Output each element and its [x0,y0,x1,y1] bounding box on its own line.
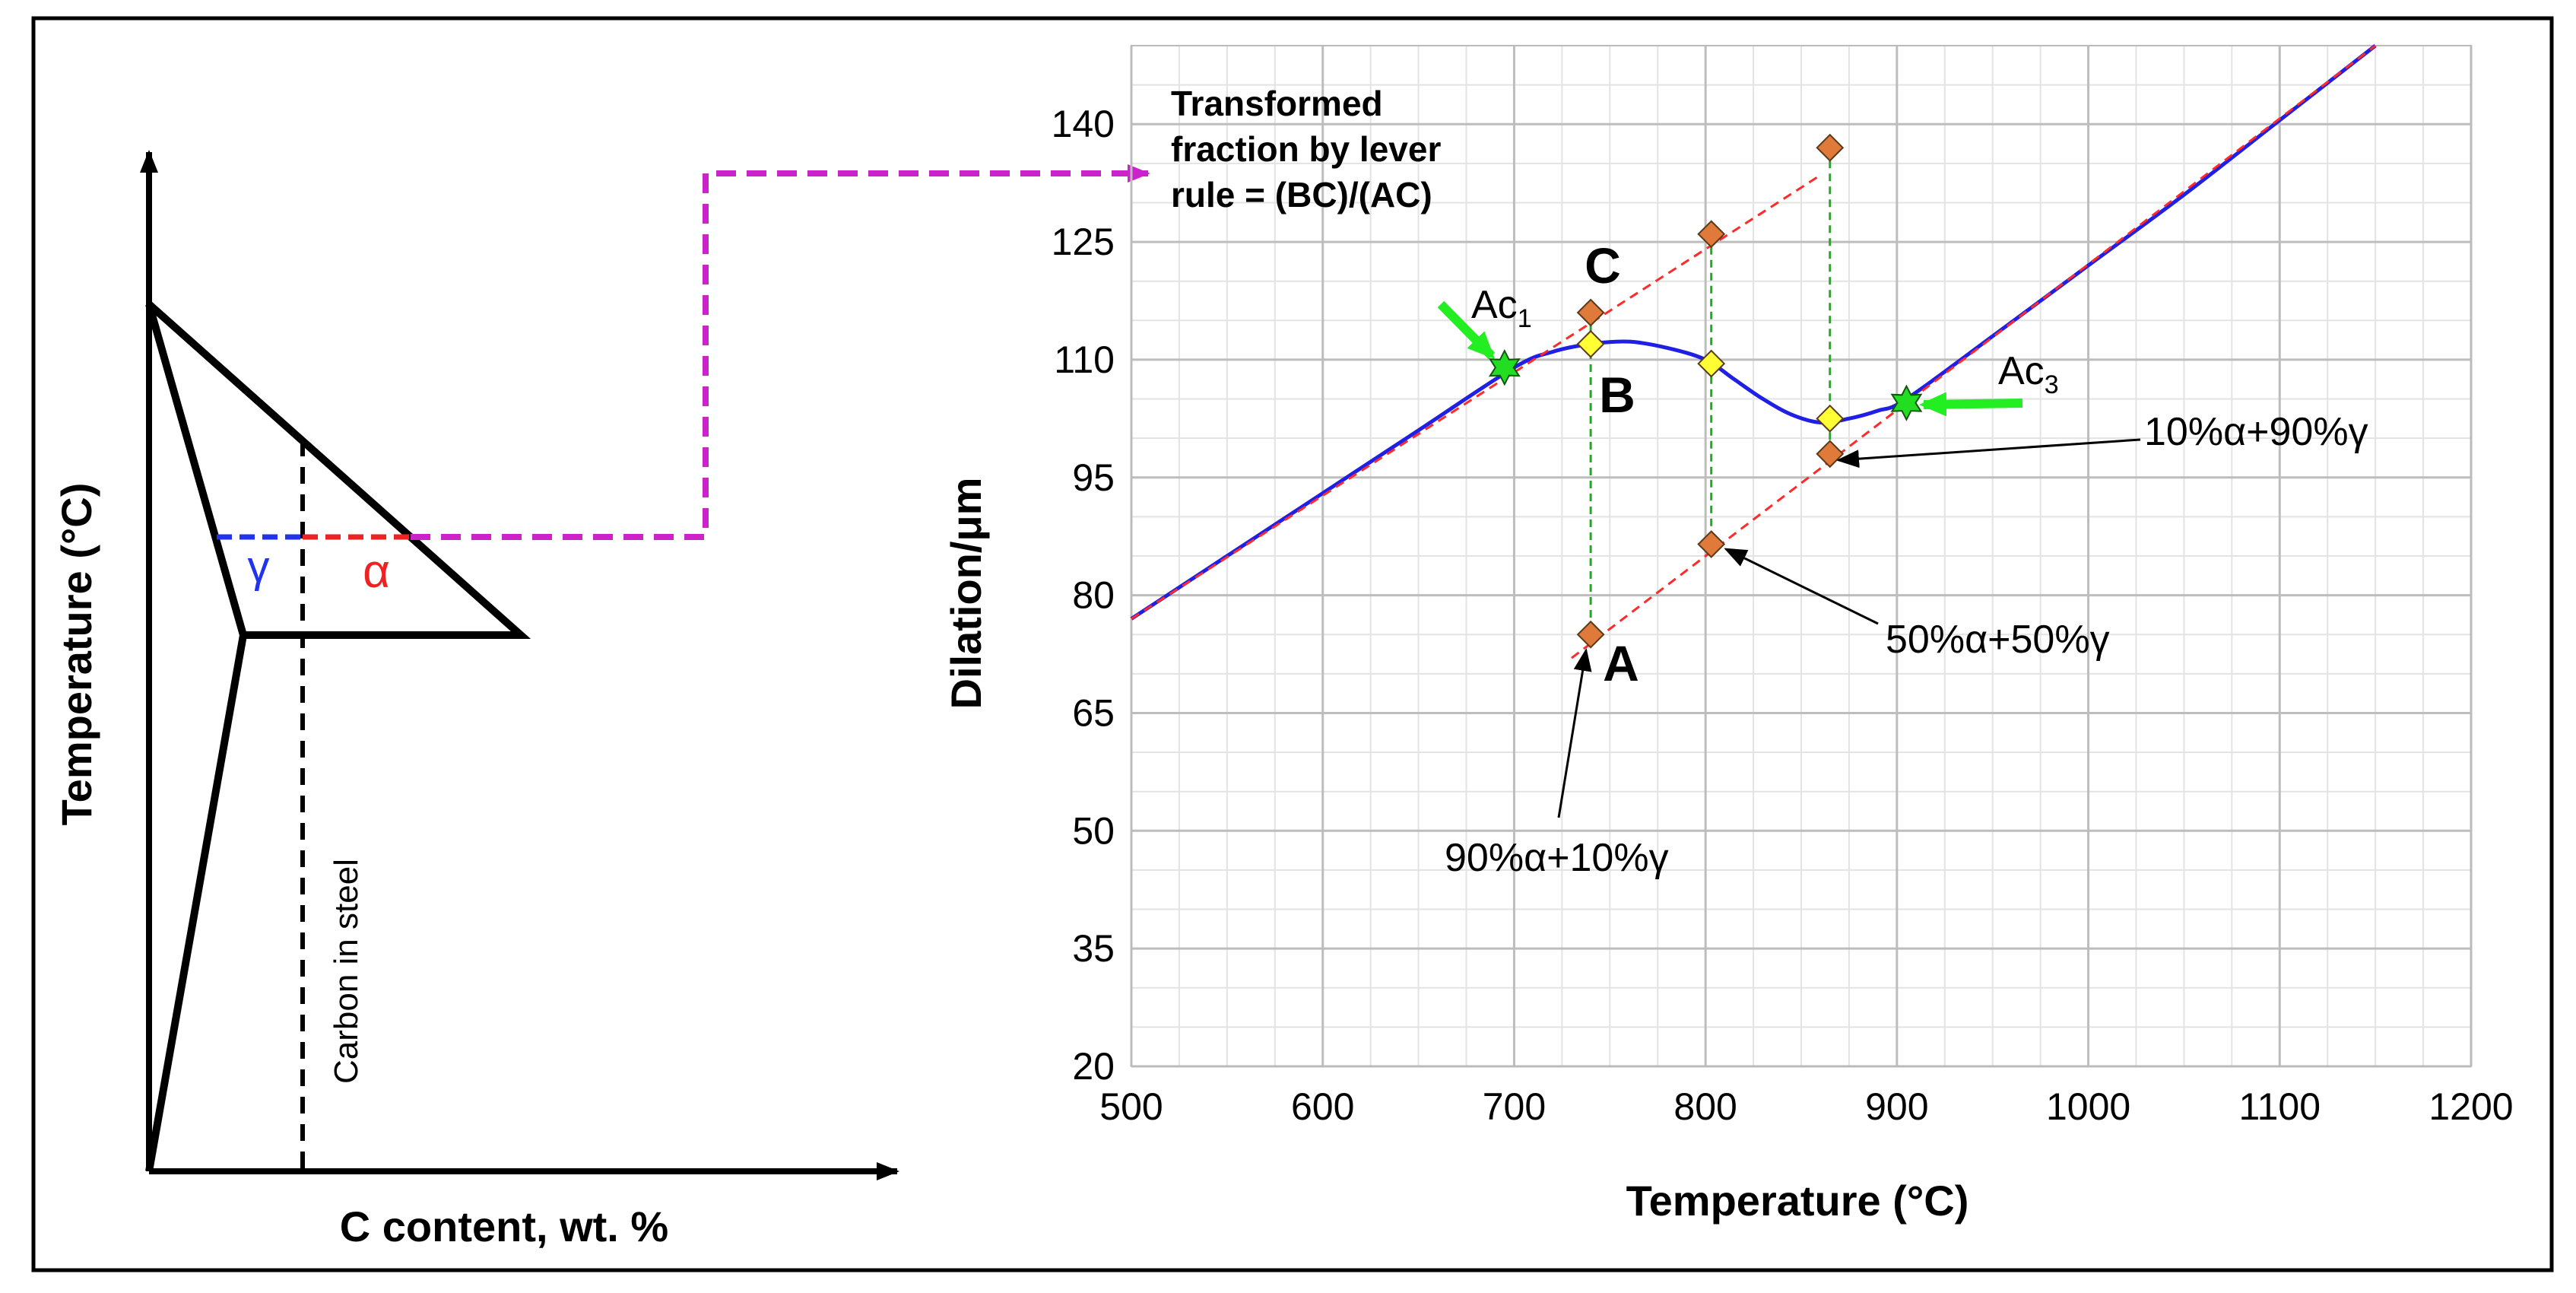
x-tick-label: 700 [1483,1085,1546,1128]
x-tick-label: 900 [1865,1085,1928,1128]
x-tick-label: 1100 [2239,1085,2321,1128]
gamma-upper-boundary [146,301,531,639]
dilation-curve [1130,44,2377,621]
figure-frame [31,16,2554,1272]
guide-lines [1589,148,1832,635]
lever-rule-line-1: Transformed [1171,84,1383,123]
gamma-label: γ [248,542,270,592]
plot-frame [1131,45,2472,1067]
y-tick-label: 125 [1052,221,1115,263]
chart-y-axis-label: Dilation/μm [942,478,990,710]
lever-rule-line-3: rule = (BC)/(AC) [1171,175,1432,214]
marker-upper-865 [1816,133,1845,162]
y-tick-label: 65 [1072,691,1115,734]
marker-c [1576,298,1605,327]
ac1-arrow [1437,300,1496,360]
phase-diagram: γ α Carbon in steel Temperature (°C) C c… [52,150,899,1250]
ac3-arrow [1919,392,2023,417]
y-tick-label: 20 [1072,1045,1115,1088]
annotation-50a-50g: 50%α+50%γ [1886,618,2110,662]
alpha-gamma-boundary [145,303,248,1172]
y-tick-label: 95 [1072,456,1115,499]
marker-b [1576,329,1605,358]
point-a-label: A [1603,635,1639,691]
marker-lower-800 [1697,530,1726,558]
x-tick-label: 600 [1291,1085,1354,1128]
annotation-10a-90g-arrow [1836,438,2141,469]
annotation-50a-50g-arrow [1724,548,1879,625]
ac1-label: Ac1 [1471,283,1532,333]
phase-y-axis-label: Temperature (°C) [52,483,100,826]
grid-minor [1131,45,2471,1066]
x-tick-label: 800 [1673,1085,1737,1128]
y-tick-labels: 20 35 50 65 80 95 110 125 140 [1052,103,1115,1088]
series-layer [1130,44,2377,659]
chart-x-axis-label: Temperature (°C) [1626,1177,1969,1225]
ac1-label-base: Ac [1471,283,1518,327]
annotation-90a-10g: 90%α+10%γ [1445,836,1669,880]
y-tick-label: 50 [1072,809,1115,852]
marker-a [1576,620,1605,649]
linear-fit-line [1571,44,2377,659]
x-tick-label: 1000 [2046,1085,2130,1128]
ac3-label: Ac3 [1998,349,2059,399]
ac3-label-sub: 3 [2045,370,2059,399]
x-tick-label: 1200 [2428,1085,2513,1128]
annotation-90a-10g-arrow [1557,648,1592,818]
lever-rule-line-2: fraction by lever [1171,129,1441,169]
x-tick-label: 500 [1099,1085,1163,1128]
marker-curve-865 [1816,404,1845,433]
ac3-label-base: Ac [1998,349,2045,393]
connector-arrow [411,164,1150,540]
point-c-label: C [1585,237,1621,294]
phase-x-axis-label: C content, wt. % [340,1202,668,1250]
points-layer [1488,133,1923,649]
marker-curve-800 [1697,349,1726,378]
lever-rule-annotation: Transformed fraction by lever rule = (BC… [1171,84,1451,214]
y-tick-label: 35 [1072,927,1115,970]
marker-lower-865 [1816,440,1845,469]
y-tick-label: 140 [1052,103,1115,145]
ac1-label-sub: 1 [1518,304,1532,333]
y-tick-label: 80 [1072,574,1115,617]
annotation-10a-90g: 10%α+90%γ [2144,410,2368,454]
point-b-label: B [1599,367,1635,423]
dilation-chart: 500 600 700 800 900 1000 1100 1200 20 35 50 65 80 95… [942,44,2514,1225]
x-tick-labels: 500 600 700 800 900 1000 1100 1200 [1099,1085,2513,1128]
y-tick-label: 110 [1054,338,1115,381]
marker-upper-800 [1697,220,1726,249]
carbon-in-steel-label: Carbon in steel [328,859,365,1084]
alpha-label: α [363,545,390,598]
